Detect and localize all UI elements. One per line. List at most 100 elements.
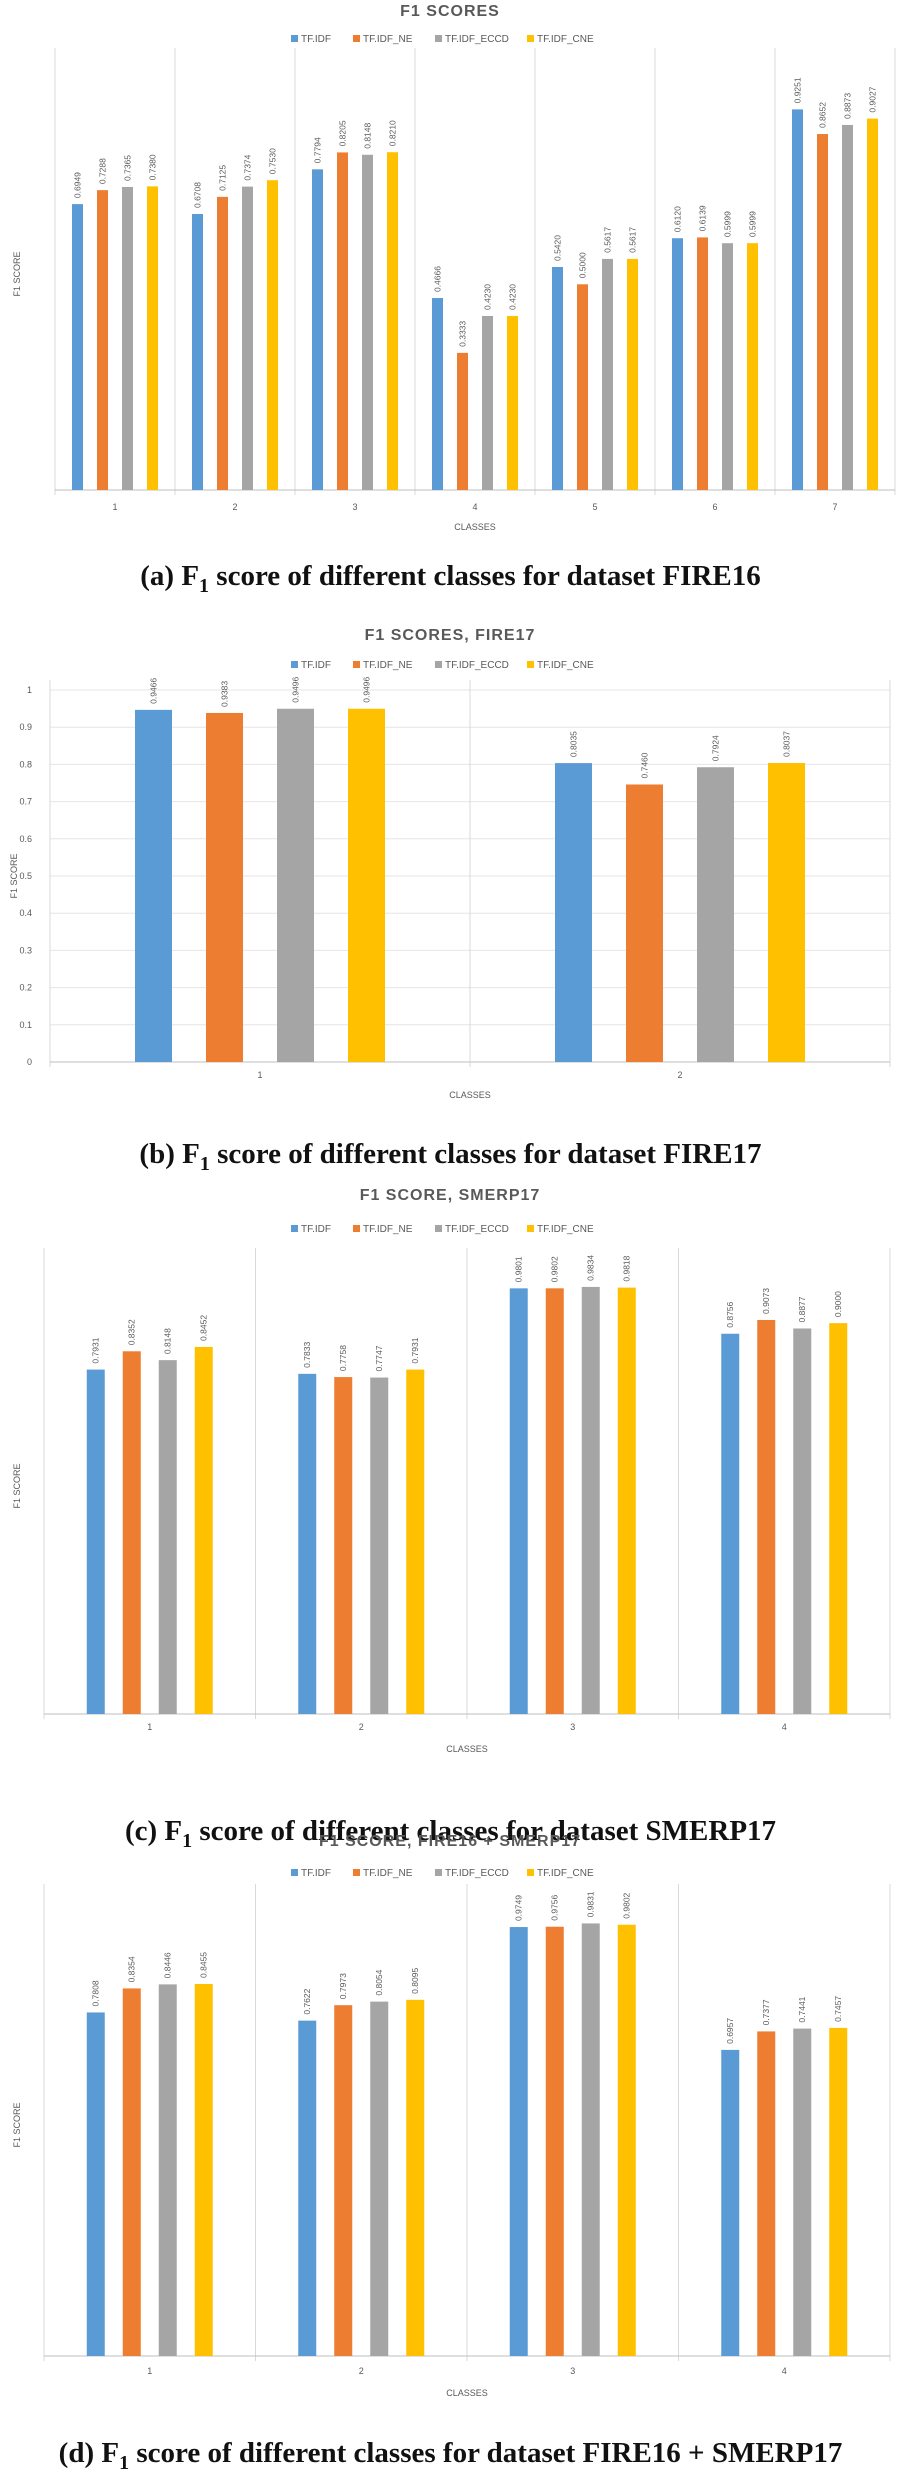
data-label: 0.6120 [673,206,683,232]
data-label: 0.8054 [374,1969,384,1995]
bar [242,186,253,491]
data-label: 0.7973 [338,1973,348,1999]
bar [158,1984,177,2356]
x-tick-label: 3 [352,502,357,512]
bar [722,243,733,490]
bar [626,784,663,1062]
bar [721,1333,740,1714]
legend-item: TF.IDF_NE [353,660,413,671]
y-tick-label: 0.5 [19,871,32,881]
data-label: 0.7924 [711,735,721,761]
y-tick-label: 0.1 [19,1020,32,1030]
data-label: 0.4666 [433,266,443,292]
data-label: 0.7931 [410,1337,420,1363]
x-axis-label: CLASSES [449,1090,491,1100]
bar [697,767,734,1062]
x-tick-label: 4 [782,2366,787,2376]
caption-text: score of different classes for dataset F… [209,1138,762,1170]
legend-swatch [353,35,360,42]
data-label: 0.9496 [291,676,301,702]
x-tick-label: 2 [359,2366,364,2376]
legend-swatch [527,35,534,42]
data-label: 0.8873 [843,93,853,119]
legend-swatch [435,1225,442,1232]
legend-item: TF.IDF_CNE [527,1868,594,1879]
legend-item: TF.IDF_ECCD [435,1224,509,1235]
legend-swatch [527,1869,534,1876]
bar [577,284,588,490]
bar [793,1328,812,1714]
legend-swatch [527,1225,534,1232]
legend-item: TF.IDF [291,34,331,45]
bar [86,1369,105,1714]
legend-item: TF.IDF_CNE [527,660,594,671]
data-label: 0.9831 [586,1891,596,1917]
legend-item: TF.IDF_ECCD [435,34,509,45]
bar [298,1373,317,1714]
y-tick-label: 0.7 [19,797,32,807]
legend-label: TF.IDF_NE [363,660,413,671]
bar [337,152,348,490]
caption-a: (a) F1 score of different classes for da… [0,560,901,598]
data-label: 0.8148 [163,1328,173,1354]
data-label: 0.6957 [725,2018,735,2044]
bar [158,1360,177,1714]
legend-label: TF.IDF_ECCD [445,660,509,671]
data-label: 0.9801 [514,1256,524,1282]
bar [267,180,278,491]
bar [617,1924,636,2356]
x-tick-label: 7 [832,502,837,512]
bar [370,2001,389,2356]
data-label: 0.7808 [91,1980,101,2006]
y-tick-label: 0.9 [19,722,32,732]
data-label: 0.8455 [199,1952,209,1978]
bar [581,1923,600,2356]
data-label: 0.9802 [550,1256,560,1282]
data-label: 0.8095 [410,1968,420,1994]
legend-swatch [291,1869,298,1876]
bar [697,237,708,490]
bar [122,1988,141,2356]
legend-label: TF.IDF_NE [363,34,413,45]
legend-swatch [435,35,442,42]
bar [867,118,878,491]
data-label: 0.7747 [374,1345,384,1371]
caption-subscript: 1 [119,2451,130,2474]
legend-item: TF.IDF_CNE [527,1224,594,1235]
bar [768,763,805,1062]
bar [721,2049,740,2356]
x-tick-label: 2 [359,1722,364,1732]
data-label: 0.7460 [640,752,650,778]
data-label: 0.9496 [362,676,372,702]
x-tick-label: 1 [257,1070,262,1080]
data-label: 0.8446 [163,1952,173,1978]
data-label: 0.9834 [586,1255,596,1281]
data-label: 0.9000 [833,1291,843,1317]
y-axis-label: F1 SCORE [12,1463,22,1508]
data-label: 0.8210 [388,120,398,146]
data-label: 0.9251 [793,77,803,103]
caption-text: (c) F [124,1815,183,1847]
bar [298,2020,317,2356]
x-axis-label: CLASSES [446,1744,488,1754]
data-label: 0.9749 [514,1895,524,1921]
data-label: 0.9756 [550,1894,560,1920]
legend-item: TF.IDF [291,1224,331,1235]
bar [194,1983,213,2356]
x-tick-label: 1 [147,1722,152,1732]
caption-b: (b) F1 score of different classes for da… [0,1138,901,1176]
data-label: 0.9818 [622,1255,632,1281]
bar [757,1319,776,1714]
bar [509,1288,528,1714]
data-label: 0.7530 [268,148,278,174]
y-tick-label: 0.3 [19,945,32,955]
legend-swatch [353,1869,360,1876]
legend-item: TF.IDF_CNE [527,34,594,45]
legend-item: TF.IDF_NE [353,1868,413,1879]
legend-item: TF.IDF [291,660,331,671]
legend-label: TF.IDF_NE [363,1868,413,1879]
data-label: 0.8352 [127,1319,137,1345]
data-label: 0.9073 [761,1288,771,1314]
bar [545,1288,564,1714]
legend-item: TF.IDF_ECCD [435,1868,509,1879]
